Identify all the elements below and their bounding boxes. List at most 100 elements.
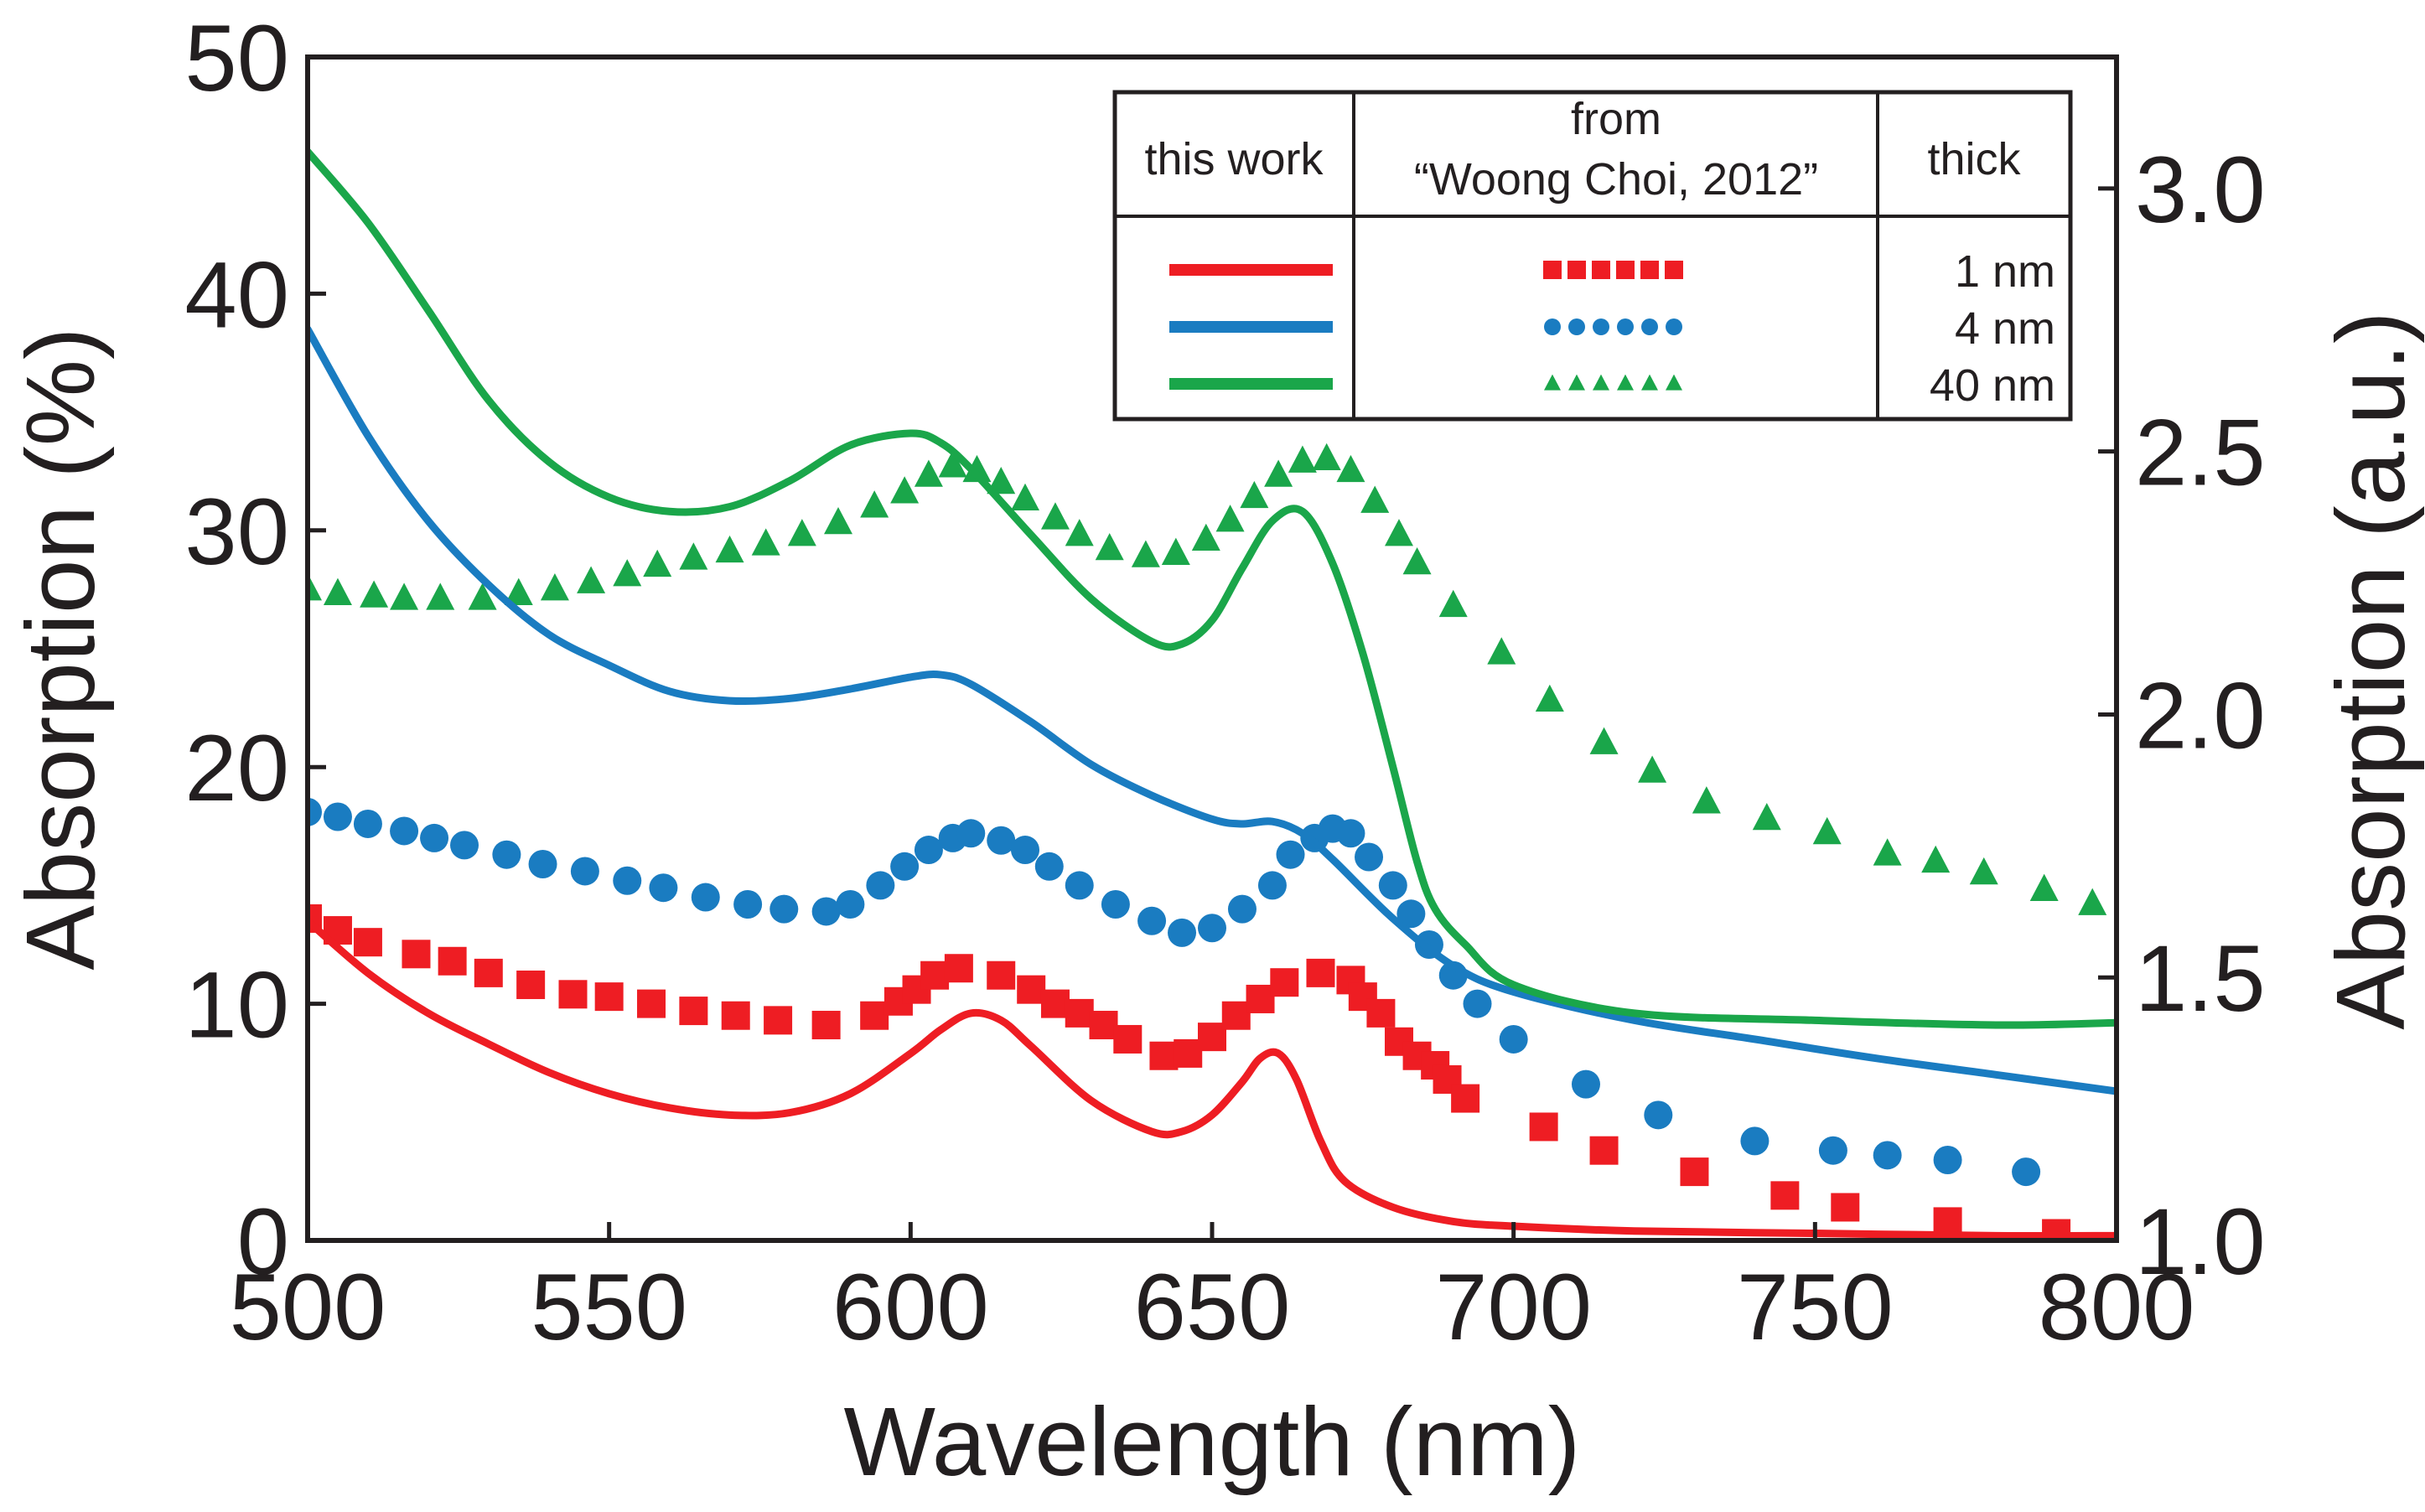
data-point-triangle bbox=[1921, 845, 1951, 873]
data-point-circle bbox=[1644, 1100, 1673, 1130]
plot-area bbox=[305, 54, 2119, 1243]
legend-marker-swatch bbox=[1593, 374, 1609, 391]
series-woong-choi-2012-1-nm bbox=[308, 904, 2071, 1240]
data-point-triangle bbox=[1589, 727, 1619, 754]
data-point-triangle bbox=[540, 573, 569, 601]
right-y-tick-label: 1.5 bbox=[2135, 926, 2266, 1031]
data-point-circle bbox=[450, 831, 479, 860]
legend-header-this-work: this work bbox=[1144, 134, 1324, 184]
right-y-tick-label: 2.5 bbox=[2135, 401, 2266, 505]
data-point-triangle bbox=[1438, 589, 1468, 618]
data-point-circle bbox=[1396, 899, 1426, 929]
y-tick-label: 0 bbox=[237, 1189, 289, 1294]
legend-marker-swatch bbox=[1592, 261, 1610, 279]
data-point-triangle bbox=[1312, 443, 1341, 470]
data-point-square bbox=[1770, 1181, 1800, 1210]
data-point-triangle bbox=[987, 466, 1016, 495]
data-point-triangle bbox=[1095, 533, 1124, 561]
data-point-circle bbox=[1168, 918, 1197, 947]
data-point-circle bbox=[649, 873, 678, 903]
x-axis-title: Wavelength (nm) bbox=[844, 1387, 1581, 1496]
data-point-square bbox=[1306, 958, 1335, 987]
data-point-triangle bbox=[468, 583, 497, 610]
legend-marker-swatch bbox=[1568, 318, 1585, 335]
legend-marker-swatch bbox=[1544, 318, 1561, 335]
series-line bbox=[308, 148, 2117, 1029]
legend-marker-swatch bbox=[1641, 318, 1658, 335]
data-point-triangle bbox=[1288, 445, 1317, 473]
data-point-square bbox=[1174, 1038, 1203, 1068]
data-point-square bbox=[474, 958, 503, 987]
data-point-triangle bbox=[1065, 519, 1094, 546]
data-point-circle bbox=[613, 866, 642, 895]
right-y-tick-label: 1.0 bbox=[2135, 1189, 2266, 1294]
data-point-square bbox=[1065, 998, 1094, 1028]
y-tick-label: 50 bbox=[184, 6, 289, 111]
data-point-square bbox=[764, 1006, 793, 1035]
series-layer bbox=[308, 148, 2117, 1240]
series-woong-choi-2012-40-nm bbox=[308, 443, 2107, 915]
data-point-circle bbox=[691, 883, 720, 912]
data-point-triangle bbox=[1336, 454, 1365, 483]
legend-thickness-label: 1 nm bbox=[1955, 246, 2055, 297]
data-point-square bbox=[1040, 989, 1070, 1018]
data-point-circle bbox=[420, 823, 449, 852]
data-point-triangle bbox=[1487, 637, 1516, 665]
data-point-triangle bbox=[1360, 485, 1390, 513]
data-point-triangle bbox=[360, 580, 389, 608]
data-point-triangle bbox=[1040, 502, 1070, 530]
legend-thickness-label: 40 nm bbox=[1930, 360, 2055, 411]
data-point-circle bbox=[1011, 836, 1040, 865]
data-point-circle bbox=[811, 897, 841, 926]
data-point-triangle bbox=[577, 566, 606, 593]
data-point-square bbox=[987, 961, 1016, 990]
data-point-triangle bbox=[308, 573, 322, 601]
x-tick-label: 550 bbox=[531, 1255, 687, 1359]
series-line bbox=[308, 325, 2117, 1095]
series-this-work-1-nm bbox=[308, 917, 2117, 1240]
data-point-circle bbox=[1740, 1126, 1770, 1156]
data-point-square bbox=[679, 997, 708, 1026]
data-point-circle bbox=[2012, 1157, 2041, 1187]
x-tick-label: 750 bbox=[1737, 1255, 1894, 1359]
data-point-square bbox=[1017, 975, 1046, 1004]
data-point-triangle bbox=[1011, 483, 1040, 511]
data-point-triangle bbox=[1161, 537, 1190, 565]
y-tick-label: 30 bbox=[184, 479, 289, 584]
data-point-circle bbox=[1499, 1024, 1528, 1054]
data-point-triangle bbox=[504, 577, 533, 605]
data-point-triangle bbox=[1264, 459, 1293, 487]
data-point-circle bbox=[1257, 871, 1287, 900]
legend-rows: 1 nm 4 nm 40 nm bbox=[1169, 246, 2055, 411]
data-point-square bbox=[1529, 1112, 1558, 1142]
data-point-triangle bbox=[2078, 888, 2107, 915]
data-point-triangle bbox=[1812, 816, 1842, 845]
data-point-square bbox=[811, 1011, 841, 1040]
legend: this work from “Woong Choi, 2012” thick … bbox=[1112, 90, 2073, 422]
data-point-triangle bbox=[1402, 546, 1432, 575]
data-point-square bbox=[1933, 1207, 1962, 1236]
data-point-triangle bbox=[1384, 519, 1413, 546]
data-point-triangle bbox=[938, 450, 967, 478]
y-tick-label: 20 bbox=[184, 716, 289, 821]
right-y-tick-label: 3.0 bbox=[2135, 137, 2266, 242]
data-point-square bbox=[1113, 1024, 1143, 1054]
series-line bbox=[308, 917, 2117, 1240]
data-point-triangle bbox=[1240, 480, 1269, 509]
data-point-triangle bbox=[2029, 873, 2059, 901]
data-point-circle bbox=[570, 857, 599, 886]
data-point-circle bbox=[1355, 842, 1384, 872]
data-point-square bbox=[1451, 1084, 1480, 1113]
legend-marker-swatch bbox=[1666, 374, 1682, 391]
data-point-square bbox=[1680, 1157, 1709, 1187]
legend-marker-swatch bbox=[1617, 374, 1634, 391]
data-point-circle bbox=[866, 871, 895, 900]
data-point-triangle bbox=[323, 577, 352, 605]
data-point-circle bbox=[528, 849, 557, 878]
legend-box bbox=[1112, 90, 2073, 422]
data-point-circle bbox=[733, 889, 763, 919]
x-tick-label: 800 bbox=[2039, 1255, 2195, 1359]
data-point-square bbox=[1366, 998, 1396, 1028]
data-point-square bbox=[1270, 968, 1299, 997]
